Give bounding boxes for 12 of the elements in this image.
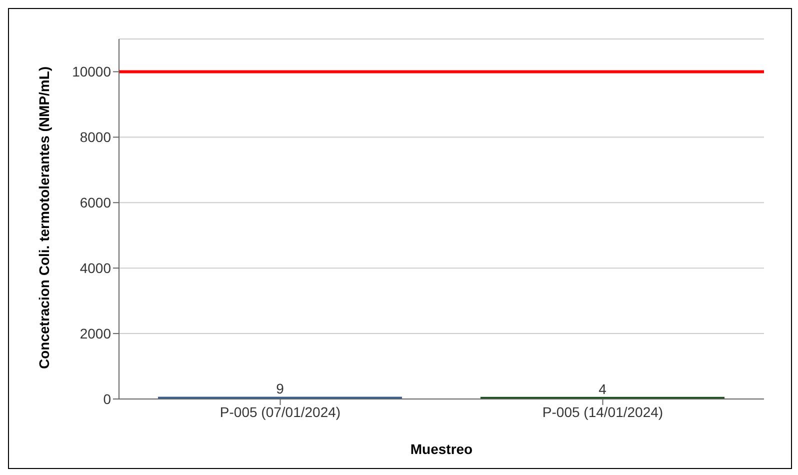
x-tick-label: P-005 (07/01/2024) <box>220 404 341 420</box>
y-axis-title: Concetracion Coli. termotolerantes (NMP/mL) <box>36 66 52 369</box>
data-label: 4 <box>598 380 607 397</box>
y-tick-label: 8000 <box>80 129 112 146</box>
y-tick-label: 4000 <box>80 260 112 276</box>
y-tick-label: 6000 <box>80 194 112 211</box>
y-tick-label: 0 <box>103 390 112 407</box>
y-tick-label: 2000 <box>80 326 112 342</box>
x-axis-title: Muestreo <box>410 441 473 457</box>
y-tick-label: 10000 <box>72 64 112 80</box>
x-tick-label: P-005 (14/01/2024) <box>542 404 664 420</box>
data-label: 9 <box>276 380 284 397</box>
